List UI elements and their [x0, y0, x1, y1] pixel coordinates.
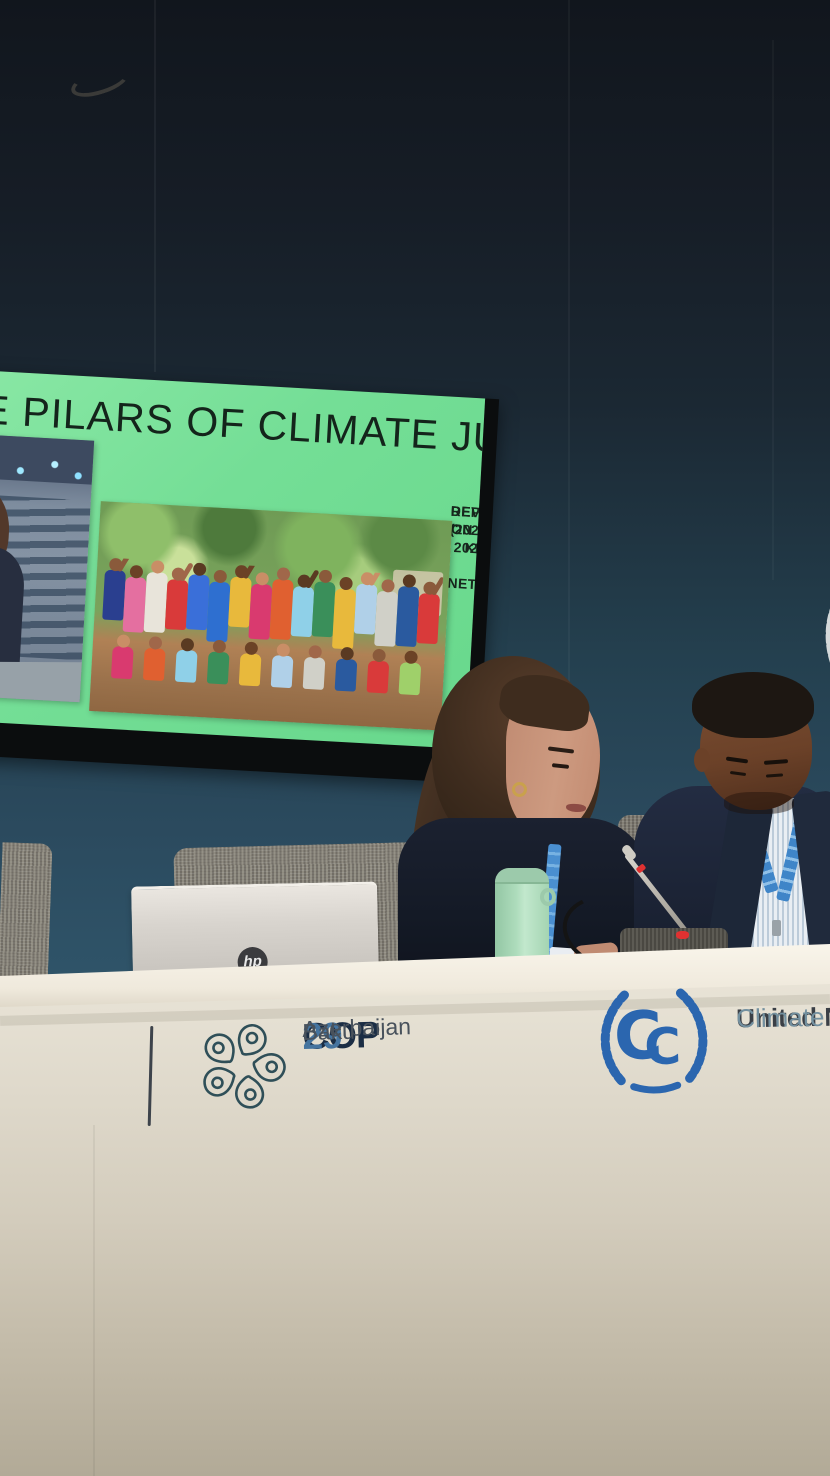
group-photo-person	[302, 645, 326, 690]
slide-portrait-photo	[0, 431, 95, 703]
group-photo-person	[238, 641, 262, 687]
group-photo-person	[270, 643, 294, 689]
group-photo-person	[142, 636, 166, 681]
wall-crease	[772, 40, 774, 580]
conference-hall-ceiling	[0, 431, 95, 485]
bottle-cap	[495, 868, 549, 884]
wall-crease	[568, 0, 570, 850]
group-photo-person	[366, 648, 390, 694]
unfccc-line2: Climate Ch	[736, 1001, 830, 1034]
slide-group-photo	[89, 501, 453, 731]
svg-text:C: C	[643, 1017, 682, 1076]
group-photo-person	[110, 634, 134, 680]
group-photo-person	[331, 576, 357, 650]
panelist-beard-shadow	[724, 792, 794, 814]
group-photo-person	[334, 646, 358, 692]
microphone-mute-button	[676, 931, 689, 939]
slide: E PILARS OF CLIMATE JUSTICE UN YOUTH REP…	[0, 368, 486, 749]
panelist-ear	[694, 748, 710, 772]
un-wreath-icon	[825, 609, 830, 663]
desk-panel-seam	[93, 1125, 95, 1476]
desk-front-panel	[0, 984, 830, 1476]
group-photo-person	[398, 650, 422, 696]
presentation-screen: E PILARS OF CLIMATE JUSTICE UN YOUTH REP…	[0, 368, 500, 784]
group-photo-person	[416, 576, 444, 645]
hoop-earring	[512, 782, 527, 797]
group-photo-person	[206, 639, 230, 685]
wall-crease	[154, 0, 156, 372]
lanyard-clip	[772, 920, 781, 936]
office-chair	[0, 842, 53, 990]
cop29-country: Azerbaijan	[301, 1013, 412, 1042]
group-photo-person	[206, 569, 231, 643]
svg-text:C: C	[613, 997, 664, 1076]
portrait-desk	[0, 661, 87, 703]
water-bottle	[495, 868, 549, 972]
bottle-handle	[540, 888, 556, 906]
cop29-buta-logo-icon	[203, 1023, 286, 1109]
unfccc-emblem-icon: C C	[600, 988, 708, 1094]
group-photo-crowd	[96, 557, 444, 710]
panelist-hair	[692, 672, 814, 738]
group-photo-person	[174, 637, 198, 683]
